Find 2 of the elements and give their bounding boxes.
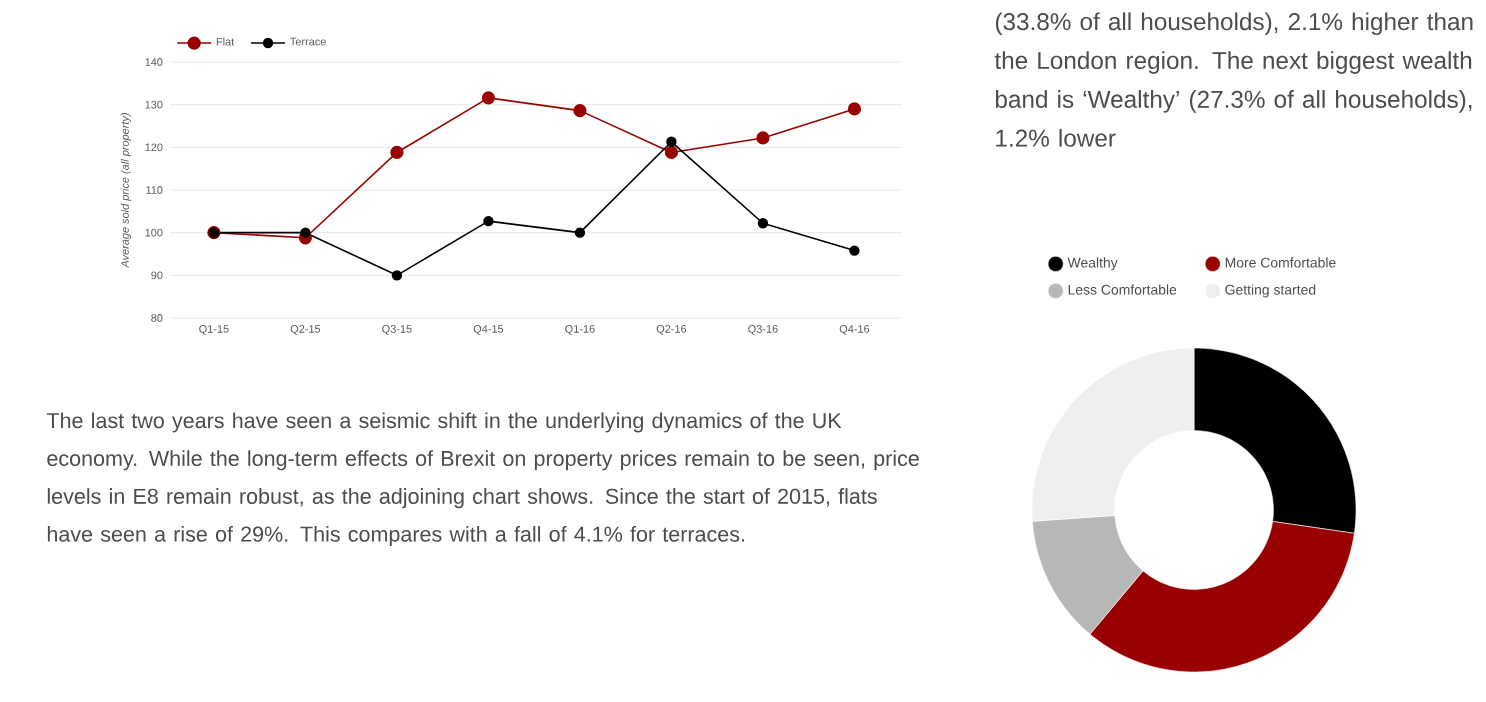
text: The last two years have seen a seismic shift in the underlying dynamics of the UK economy. While the long-term effects of Brexit on property prices remain to be seen, price levels in E8 remain robust, as the adjoining chart shows. Since the start of 2015, flats have seen a rise of 29%. This compares with a fall of 4.1% for terraces.: [46, 412, 919, 547]
text: (33.8% of all households), 2.1% higher than the London region. The next biggest wealth band is ‘Wealthy’ (27.3% of all households), 1.2% lower: [994, 12, 1473, 147]
